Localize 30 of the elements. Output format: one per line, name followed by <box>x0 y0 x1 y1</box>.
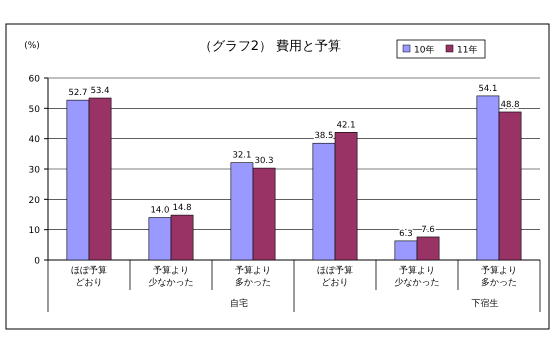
y-axis-title: (%) <box>24 41 40 51</box>
data-label: 48.8 <box>500 100 520 110</box>
data-label: 14.0 <box>150 206 170 216</box>
x-tick-label: 予算より少なかった <box>148 265 194 288</box>
y-tick-label: 50 <box>28 104 40 115</box>
data-label: 6.3 <box>399 228 413 239</box>
x-tick-label: ほぼ予算どおり <box>317 265 353 288</box>
legend-label: 11年 <box>457 44 478 56</box>
y-tick-label: 30 <box>28 166 40 176</box>
x-tick-label: 予算より多かった <box>481 265 517 288</box>
y-tick-label: 0 <box>34 256 40 266</box>
data-label: 42.1 <box>336 120 356 130</box>
chart-title: （グラフ2） 費用と予算 <box>198 39 342 54</box>
data-label: 52.7 <box>68 88 88 98</box>
x-tick-label: 予算より多かった <box>235 265 271 288</box>
legend-label: 10年 <box>414 44 434 56</box>
data-label: 14.8 <box>172 203 192 214</box>
x-tick-label: 予算より少なかった <box>394 265 440 288</box>
data-label: 38.5 <box>314 131 334 142</box>
y-tick-label: 60 <box>28 74 40 84</box>
x-tick-label: ほぼ予算どおり <box>71 265 107 288</box>
data-label: 53.4 <box>90 86 110 96</box>
text: 自宅 <box>230 298 248 309</box>
data-label: 32.1 <box>232 150 252 161</box>
data-label: 54.1 <box>478 84 498 94</box>
text: 下宿生 <box>472 298 498 309</box>
y-tick-label: 10 <box>28 226 40 236</box>
y-tick-label: 40 <box>28 135 40 146</box>
data-label: 30.3 <box>254 156 274 166</box>
y-tick-label: 20 <box>28 196 40 206</box>
